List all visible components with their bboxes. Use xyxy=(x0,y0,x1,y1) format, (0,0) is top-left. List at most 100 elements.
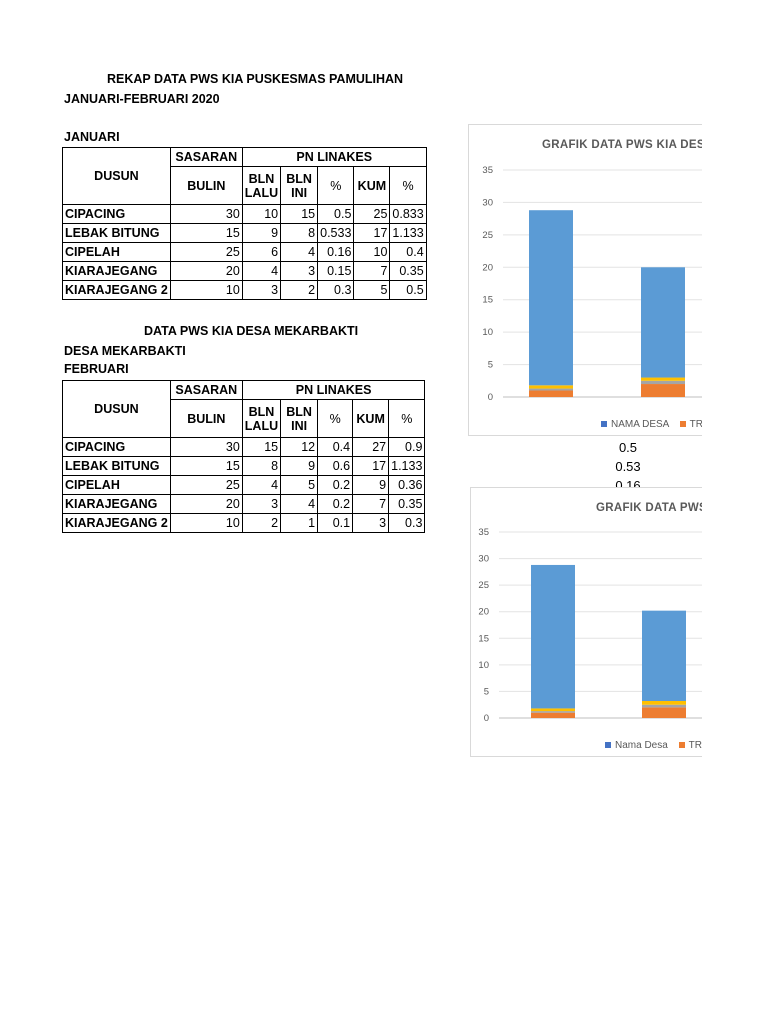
cell-dusun: CIPACING xyxy=(62,204,171,224)
legend-swatch xyxy=(605,742,611,749)
cell-bulin: 20 xyxy=(169,261,243,281)
cell-pct-kum: 0.35 xyxy=(389,261,427,281)
bar-segment xyxy=(642,704,686,708)
chart-legend: NAMA DESA TRE xyxy=(601,419,702,430)
y-tick-label: 15 xyxy=(482,295,493,306)
cell-pct-kum: 0.3 xyxy=(388,513,426,533)
doc-period: JANUARI-FEBRUARI 2020 xyxy=(64,92,220,106)
legend-label: Nama Desa xyxy=(615,740,668,751)
bar-segment xyxy=(531,711,575,713)
cell-dusun: KIARAJEGANG xyxy=(62,494,171,514)
bar-segment xyxy=(641,267,685,378)
cell-dusun: LEBAK BITUNG xyxy=(62,223,171,243)
cell-bulin: 30 xyxy=(169,204,243,224)
cell-bulin: 20 xyxy=(169,494,243,514)
cell-kum: 17 xyxy=(353,223,391,243)
side-value: 0.53 xyxy=(615,459,641,474)
y-tick-label: 10 xyxy=(482,327,493,338)
table-row: CIPACING 30 15 12 0.4 27 0.9 xyxy=(62,437,426,457)
legend-label: TRE xyxy=(688,740,702,751)
header-pct: % xyxy=(317,166,355,205)
y-tick-label: 0 xyxy=(484,713,489,724)
y-tick-label: 25 xyxy=(478,580,489,591)
y-tick-label: 20 xyxy=(482,262,493,273)
table-row: LEBAK BITUNG 15 9 8 0.533 17 1.133 xyxy=(62,223,427,243)
cell-bln-lalu: 3 xyxy=(241,280,282,300)
cell-kum: 9 xyxy=(352,475,390,495)
cell-pct-kum: 1.133 xyxy=(388,456,426,476)
header-pn-linakes: PN LINAKES xyxy=(241,147,427,167)
legend-swatch xyxy=(601,421,607,428)
cell-bln-lalu: 15 xyxy=(241,437,282,457)
cell-bln-ini: 15 xyxy=(280,204,319,224)
cell-bulin: 30 xyxy=(169,437,243,457)
cell-kum: 17 xyxy=(352,456,390,476)
cell-bulin: 10 xyxy=(169,280,243,300)
bar-segment xyxy=(641,380,685,385)
legend-label: TRE xyxy=(689,419,702,430)
bar-segment xyxy=(642,707,686,718)
side-value: 0.16 xyxy=(615,478,641,487)
month-label-januari: JANUARI xyxy=(64,130,120,144)
cell-bln-ini: 8 xyxy=(280,223,319,243)
cell-kum: 27 xyxy=(352,437,390,457)
cell-dusun: KIARAJEGANG xyxy=(62,261,171,281)
cell-bln-ini: 5 xyxy=(280,475,319,495)
header-kum: KUM xyxy=(352,399,390,438)
cell-pct: 0.1 xyxy=(317,513,354,533)
y-tick-label: 5 xyxy=(484,686,489,697)
bar-segment xyxy=(529,385,573,389)
table-row: CIPELAH 25 4 5 0.2 9 0.36 xyxy=(62,475,426,495)
cell-bln-ini: 3 xyxy=(280,261,319,281)
cell-pct: 0.16 xyxy=(317,242,355,262)
header-bulin: BULIN xyxy=(169,166,243,205)
table-row: KIARAJEGANG 20 4 3 0.15 7 0.35 xyxy=(62,261,427,281)
cell-bln-lalu: 4 xyxy=(241,475,282,495)
y-tick-label: 15 xyxy=(478,633,489,644)
cell-kum: 25 xyxy=(353,204,391,224)
cell-pct-kum: 0.35 xyxy=(388,494,426,514)
section2-title: DATA PWS KIA DESA MEKARBAKTI xyxy=(144,324,359,338)
cell-bln-lalu: 4 xyxy=(241,261,282,281)
y-tick-label: 20 xyxy=(478,607,489,618)
chart-plot: 0 5 10 15 20 25 30 35 xyxy=(482,165,702,403)
header-dusun: DUSUN xyxy=(62,380,171,438)
cell-bln-lalu: 2 xyxy=(241,513,282,533)
chart-plot: 0 5 10 15 20 25 30 35 xyxy=(478,527,702,724)
y-tick-label: 30 xyxy=(482,197,493,208)
header-bln-lalu: BLN LALU xyxy=(241,399,282,438)
cell-bulin: 15 xyxy=(169,223,243,243)
cell-dusun: CIPACING xyxy=(62,437,171,457)
side-value: 0.5 xyxy=(618,440,638,455)
chart-legend: Nama Desa TRE xyxy=(605,740,702,751)
cell-pct: 0.2 xyxy=(317,494,354,514)
bar-segment xyxy=(529,388,573,391)
cell-bln-lalu: 6 xyxy=(241,242,282,262)
header-bulin: BULIN xyxy=(169,399,243,438)
bar-segment xyxy=(531,708,575,712)
cell-pct: 0.3 xyxy=(317,280,355,300)
cell-dusun: CIPELAH xyxy=(62,242,171,262)
cell-bln-lalu: 3 xyxy=(241,494,282,514)
table-row: KIARAJEGANG 2 10 3 2 0.3 5 0.5 xyxy=(62,280,427,300)
table-row: KIARAJEGANG 2 10 2 1 0.1 3 0.3 xyxy=(62,513,426,533)
cell-pct-kum: 0.5 xyxy=(389,280,427,300)
header-pct-kum: % xyxy=(389,166,427,205)
bar-segment xyxy=(641,384,685,397)
header-dusun: DUSUN xyxy=(62,147,171,205)
y-tick-label: 0 xyxy=(488,392,493,403)
cell-bln-ini: 9 xyxy=(280,456,319,476)
cell-dusun: CIPELAH xyxy=(62,475,171,495)
cell-pct-kum: 0.9 xyxy=(388,437,426,457)
bar-segment xyxy=(529,390,573,397)
chart-januari: GRAFIK DATA PWS KIA DESA 0 5 10 15 20 25 30 35 … xyxy=(468,124,702,436)
bar-segment xyxy=(531,712,575,718)
cell-kum: 5 xyxy=(353,280,391,300)
cell-bln-ini: 1 xyxy=(280,513,319,533)
y-tick-label: 10 xyxy=(478,660,489,671)
legend-swatch xyxy=(678,742,685,749)
cell-pct: 0.2 xyxy=(317,475,354,495)
cell-bulin: 25 xyxy=(169,242,243,262)
y-tick-label: 5 xyxy=(488,360,493,371)
cell-dusun: LEBAK BITUNG xyxy=(62,456,171,476)
